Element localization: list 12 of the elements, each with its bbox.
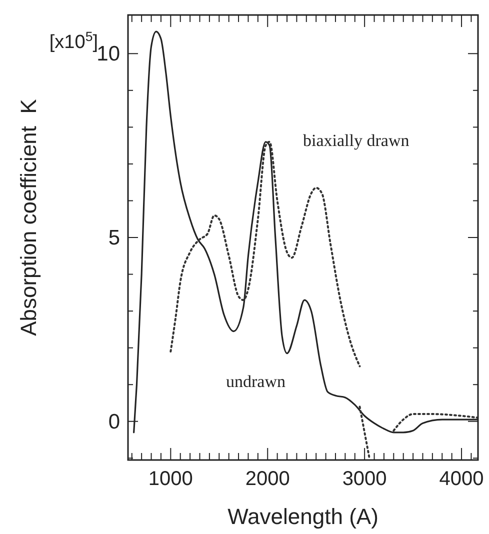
x-tick-label: 3000	[342, 468, 387, 490]
annotation: undrawn	[226, 372, 286, 391]
x-tick-label: 1000	[148, 468, 193, 490]
y-tick-label: 0	[108, 410, 120, 434]
y-axis-title: Absorption coefficient K	[16, 98, 41, 336]
x-axis-title: Wavelength (A)	[228, 504, 378, 529]
text: [x10$^{5}$]	[49, 28, 98, 53]
y-tick-label: 10	[96, 42, 120, 66]
annotation: biaxially drawn	[303, 131, 410, 150]
y-tick-label: 5	[108, 226, 120, 250]
x-tick-label: 2000	[245, 468, 290, 490]
x-tick-label: 4000	[439, 468, 484, 490]
